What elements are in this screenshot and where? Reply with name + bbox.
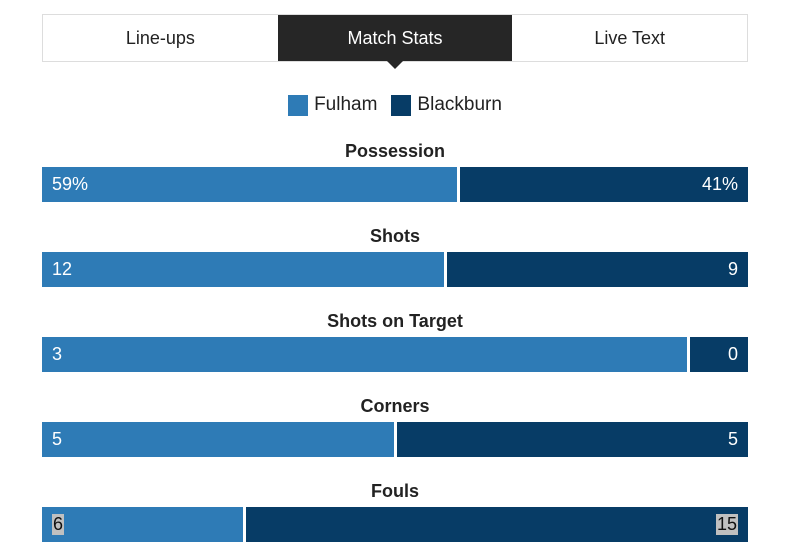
value-label-home: 5 (52, 429, 63, 449)
stat-title: Corners (360, 396, 430, 416)
stat-bar: 59% 41% (42, 167, 748, 202)
legend-label-home: Fulham (314, 94, 378, 115)
legend-swatch-away (391, 94, 412, 116)
tab-match-stats[interactable]: Match Stats (277, 15, 513, 69)
stat-row: Corners 5 5 (42, 396, 748, 457)
value-label-away: 15 (715, 514, 738, 535)
legend-label-away: Blackburn (417, 94, 502, 115)
value-label-home: 12 (52, 259, 73, 279)
stat-row: Shots 12 9 (42, 226, 748, 287)
tab-live-text[interactable]: Live Text (594, 27, 666, 48)
bar-away: 41% (459, 167, 748, 202)
bar-home: 12 (42, 252, 444, 287)
stat-row: Possession 59% 41% (42, 141, 748, 202)
stat-row: Fouls 6 15 (42, 481, 748, 542)
bar-away: 0 (690, 337, 748, 372)
stat-title: Fouls (371, 481, 419, 501)
bar-away: 5 (396, 422, 748, 457)
bar-home: 5 (42, 422, 394, 457)
value-label-away: 9 (727, 259, 738, 279)
legend-item-away: Blackburn (391, 94, 502, 116)
bar-home: 3 (42, 337, 687, 372)
legend-swatch-home (288, 94, 309, 116)
legend: Fulham Blackburn (0, 94, 790, 116)
bar-home: 6 (42, 507, 243, 542)
value-label-away: 41% (701, 174, 738, 194)
stat-title: Shots (369, 226, 420, 246)
stat-title: Possession (344, 141, 446, 161)
value-label-away: 5 (727, 429, 738, 449)
legend-item-home: Fulham (288, 94, 377, 116)
tab-line-ups[interactable]: Line-ups (125, 27, 195, 48)
value-label-away: 0 (727, 344, 738, 364)
value-label-home: 3 (52, 344, 63, 364)
stat-row: Shots on Target 3 0 (42, 311, 748, 372)
stat-title: Shots on Target (327, 311, 463, 331)
value-label-home: 6 (52, 514, 65, 535)
stat-bar: 12 9 (42, 252, 748, 287)
bar-away: 9 (446, 252, 748, 287)
stat-bar: 6 15 (42, 507, 748, 542)
tab-bar: Line-ups Match Stats Live Text (42, 14, 748, 69)
value-label-home: 59% (52, 174, 89, 194)
bar-away: 15 (245, 507, 748, 542)
bar-home: 59% (42, 167, 457, 202)
